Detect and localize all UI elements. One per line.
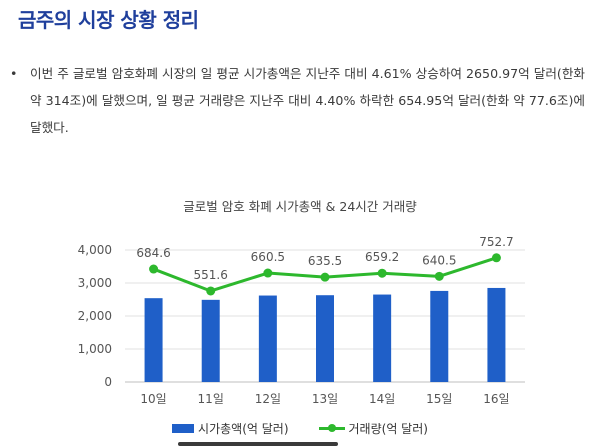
point-volume bbox=[149, 264, 159, 274]
point-volume bbox=[263, 268, 273, 278]
x-tick-label: 11일 bbox=[198, 392, 224, 406]
y-tick-label: 0 bbox=[104, 375, 112, 389]
point-volume bbox=[491, 253, 501, 263]
chart-title: 글로벌 암호 화폐 시가총액 & 24시간 거래량 bbox=[183, 199, 417, 214]
y-tick-label: 4,000 bbox=[78, 243, 112, 257]
legend-item-volume: 거래량(억 달러) bbox=[318, 420, 428, 437]
summary-paragraph: • 이번 주 글로벌 암호화폐 시장의 일 평균 시가총액은 지난주 대비 4.… bbox=[10, 60, 585, 141]
horizontal-scrollbar[interactable] bbox=[178, 442, 338, 446]
bar-market-cap bbox=[373, 294, 392, 382]
bullet-marker: • bbox=[10, 66, 18, 81]
x-tick-label: 10일 bbox=[140, 392, 166, 406]
legend-line-swatch bbox=[318, 424, 345, 433]
data-label-volume: 659.2 bbox=[365, 250, 399, 264]
point-volume bbox=[206, 286, 216, 296]
data-label-volume: 635.5 bbox=[308, 254, 342, 268]
x-tick-label: 15일 bbox=[426, 392, 452, 406]
bar-market-cap bbox=[430, 290, 449, 382]
x-tick-label: 16일 bbox=[483, 392, 509, 406]
bar-market-cap bbox=[201, 299, 220, 382]
legend-item-market-cap: 시가총액(억 달러) bbox=[172, 420, 289, 437]
data-label-volume: 752.7 bbox=[479, 235, 513, 249]
legend-bar-swatch bbox=[172, 424, 195, 433]
bar-market-cap bbox=[487, 287, 506, 382]
point-volume bbox=[434, 271, 444, 281]
point-volume bbox=[320, 272, 330, 282]
bar-market-cap bbox=[316, 295, 334, 382]
bar-market-cap bbox=[144, 298, 163, 382]
x-tick-label: 12일 bbox=[255, 392, 281, 406]
legend-label-volume: 거래량(억 달러) bbox=[348, 422, 428, 436]
summary-text: 이번 주 글로벌 암호화폐 시장의 일 평균 시가총액은 지난주 대비 4.61… bbox=[30, 66, 585, 135]
data-label-volume: 684.6 bbox=[136, 246, 170, 260]
y-tick-label: 2,000 bbox=[78, 309, 112, 323]
legend-label-market-cap: 시가총액(억 달러) bbox=[198, 422, 289, 436]
data-label-volume: 640.5 bbox=[422, 253, 456, 267]
y-tick-label: 3,000 bbox=[78, 276, 112, 290]
chart-legend: 시가총액(억 달러) 거래량(억 달러) bbox=[0, 420, 600, 437]
bar-market-cap bbox=[258, 295, 277, 382]
x-tick-label: 14일 bbox=[369, 392, 395, 406]
point-volume bbox=[377, 268, 387, 278]
data-label-volume: 660.5 bbox=[251, 250, 285, 264]
y-tick-label: 1,000 bbox=[78, 342, 112, 356]
page-heading: 금주의 시장 상황 정리 bbox=[18, 8, 199, 32]
x-tick-label: 13일 bbox=[312, 392, 338, 406]
data-label-volume: 551.6 bbox=[194, 268, 228, 282]
